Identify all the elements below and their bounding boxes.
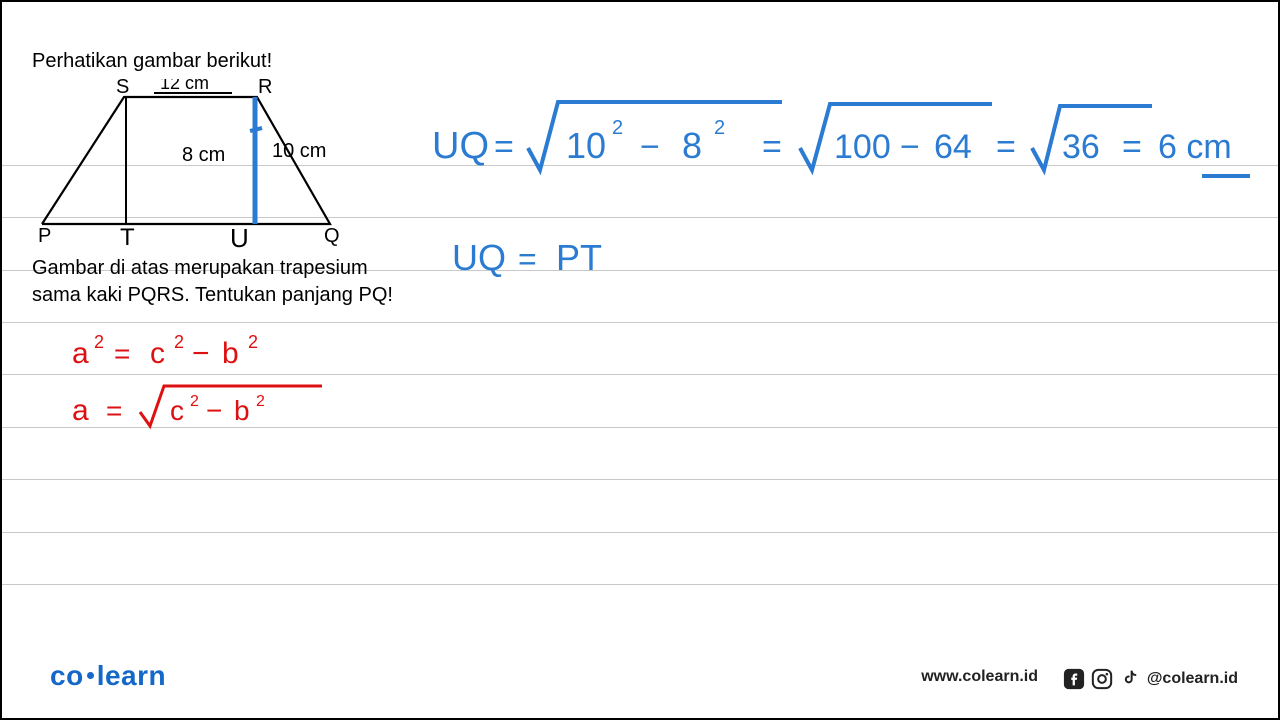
formula-red-1: a 2 = c 2 − b 2	[72, 328, 332, 386]
formula-red-2: a = c 2 − b 2	[72, 380, 372, 443]
svg-text:6 cm: 6 cm	[1158, 128, 1232, 166]
rule-line	[2, 584, 1278, 585]
label-8cm: 8 cm	[182, 144, 225, 166]
svg-text:c: c	[170, 395, 184, 426]
svg-text:b: b	[234, 395, 250, 426]
svg-text:−: −	[192, 337, 210, 370]
rule-line	[2, 532, 1278, 533]
rule-line	[2, 322, 1278, 323]
svg-text:b: b	[222, 337, 239, 370]
facebook-icon	[1063, 668, 1085, 690]
label-10cm: 10 cm	[272, 140, 326, 162]
label-12cm: 12 cm	[160, 79, 209, 93]
work-blue-line2: UQ = PT	[452, 234, 712, 293]
page: Perhatikan gambar berikut! P Q S R 12 cm	[0, 0, 1280, 720]
rule-line	[2, 479, 1278, 480]
label-p: P	[38, 225, 51, 247]
footer: colearn www.colearn.id @colearn.id	[2, 658, 1278, 698]
svg-text:2: 2	[248, 332, 258, 352]
svg-text:=: =	[1122, 128, 1142, 166]
svg-text:2: 2	[256, 393, 265, 410]
svg-text:2: 2	[714, 117, 725, 139]
svg-text:a: a	[72, 337, 89, 370]
label-u: U	[230, 223, 249, 249]
svg-text:36: 36	[1062, 128, 1100, 166]
label-q: Q	[324, 225, 340, 247]
svg-text:−: −	[640, 128, 660, 166]
svg-text:a: a	[72, 394, 89, 427]
svg-text:2: 2	[612, 117, 623, 139]
svg-text:=: =	[106, 395, 122, 426]
svg-text:2: 2	[190, 393, 199, 410]
problem-desc: Gambar di atas merupakan trapesium sama …	[32, 255, 412, 309]
svg-text:10: 10	[566, 125, 606, 166]
svg-text:c: c	[150, 337, 165, 370]
footer-handle: @colearn.id	[1147, 670, 1238, 688]
svg-text:100: 100	[834, 128, 891, 166]
problem-block: Perhatikan gambar berikut! P Q S R 12 cm	[32, 50, 412, 309]
logo-left: co	[50, 660, 84, 691]
label-r: R	[258, 79, 272, 98]
svg-text:=: =	[762, 128, 782, 166]
problem-desc-line1: Gambar di atas merupakan trapesium	[32, 257, 368, 279]
svg-text:8: 8	[682, 125, 702, 166]
svg-text:=: =	[114, 338, 130, 369]
svg-text:UQ: UQ	[452, 237, 506, 278]
svg-text:2: 2	[174, 332, 184, 352]
problem-desc-line2: sama kaki PQRS. Tentukan panjang PQ!	[32, 284, 393, 306]
trapezoid-diagram: P Q S R 12 cm 8 cm 10 cm T U	[32, 79, 352, 249]
svg-text:2: 2	[94, 332, 104, 352]
tiktok-icon	[1119, 668, 1141, 690]
footer-socials: @colearn.id	[1063, 668, 1238, 690]
svg-text:−: −	[206, 395, 222, 426]
tick-ru	[250, 128, 262, 131]
svg-text:PT: PT	[556, 237, 602, 278]
svg-text:=: =	[996, 128, 1016, 166]
svg-text:−: −	[900, 128, 920, 166]
svg-text:=: =	[494, 128, 514, 166]
brand-logo: colearn	[50, 660, 166, 692]
footer-url: www.colearn.id	[921, 668, 1038, 686]
label-s: S	[116, 79, 129, 98]
logo-right: learn	[97, 660, 166, 691]
instagram-icon	[1091, 668, 1113, 690]
logo-dot-icon	[87, 672, 94, 679]
problem-title: Perhatikan gambar berikut!	[32, 50, 412, 73]
svg-text:=: =	[518, 241, 537, 277]
svg-text:UQ: UQ	[432, 125, 489, 167]
label-t: T	[120, 224, 135, 249]
work-blue-line1: UQ = 10 2 − 8 2 = 100 − 64 = 36 = 6 cm	[432, 98, 1262, 197]
svg-text:64: 64	[934, 128, 972, 166]
